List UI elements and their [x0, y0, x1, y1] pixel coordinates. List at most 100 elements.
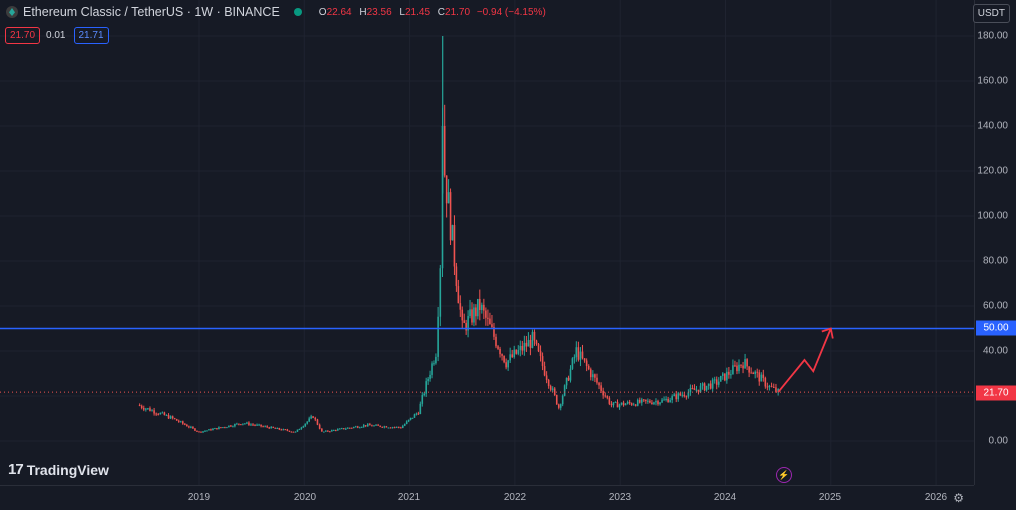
- candle-body: [411, 417, 414, 419]
- candle-body: [555, 395, 558, 405]
- candle-body: [689, 388, 692, 393]
- candle-body: [762, 374, 765, 378]
- candle-body: [707, 383, 710, 386]
- candle-body: [573, 357, 576, 359]
- lightning-icon[interactable]: ⚡: [776, 467, 792, 483]
- candle-body: [383, 426, 386, 428]
- candle-body: [471, 309, 473, 323]
- candle-body: [431, 363, 433, 375]
- candle-body: [435, 356, 437, 364]
- candle-body: [306, 421, 309, 424]
- candle-body: [551, 388, 554, 390]
- candle-body: [681, 394, 684, 396]
- candle-body: [288, 430, 291, 432]
- gear-icon[interactable]: ⚙: [953, 491, 964, 505]
- candle-body: [147, 408, 149, 410]
- candle-body: [673, 394, 675, 397]
- candle-body: [177, 420, 180, 422]
- candle-body: [641, 399, 643, 403]
- candle-body: [777, 388, 779, 392]
- candle-body: [632, 404, 635, 406]
- currency-button[interactable]: USDT: [972, 4, 1010, 23]
- candle-body: [581, 351, 584, 359]
- candle-body: [497, 346, 499, 349]
- candle-body: [501, 354, 503, 356]
- candle-body: [240, 424, 242, 426]
- candle-body: [389, 427, 392, 429]
- time-label: 2025: [818, 492, 842, 503]
- sell-button[interactable]: 21.70: [5, 27, 41, 44]
- candle-body: [350, 427, 353, 429]
- candle-body: [314, 417, 317, 420]
- price-chart[interactable]: [0, 0, 974, 485]
- time-axis[interactable]: 2019 2020 2021 2022 2023 2024 2025 2026 …: [0, 485, 974, 510]
- candle-body: [272, 426, 275, 428]
- candle-body: [509, 354, 511, 361]
- candle-body: [441, 126, 444, 269]
- candle-body: [224, 427, 226, 429]
- candle-body: [196, 430, 198, 432]
- candle-body: [171, 416, 174, 419]
- ohlc-values: O22.64 H23.56 L21.45 C21.70 −0.94 (−4.15…: [318, 6, 546, 18]
- candle-body: [202, 431, 204, 433]
- candle-body: [192, 426, 194, 429]
- candle-body: [541, 356, 544, 367]
- chart-area[interactable]: Ethereum Classic / TetherUS · 1W · BINAN…: [0, 0, 974, 485]
- candle-body: [563, 385, 566, 396]
- candle-body: [216, 428, 218, 430]
- candle-body: [521, 345, 524, 351]
- candle-body: [772, 386, 775, 388]
- candle-body: [346, 427, 349, 429]
- candle-body: [475, 307, 477, 317]
- candle-body: [517, 349, 520, 354]
- candle-body: [264, 426, 266, 428]
- candle-body: [553, 388, 556, 396]
- time-label: 2023: [608, 492, 632, 503]
- candle-body: [284, 429, 287, 431]
- tradingview-logo[interactable]: 17 TradingView: [8, 461, 109, 478]
- candle-body: [620, 402, 623, 405]
- candle-body: [756, 371, 759, 373]
- candle-body: [157, 413, 160, 415]
- horizontal-line-price-tag[interactable]: 50.00: [976, 320, 1016, 336]
- candle-body: [626, 402, 629, 404]
- candle-body: [547, 379, 550, 387]
- candle-body: [715, 379, 718, 385]
- candle-body: [604, 395, 607, 397]
- candle-body: [515, 349, 518, 354]
- candle-body: [647, 400, 649, 402]
- candle-body: [598, 382, 600, 386]
- candle-body: [616, 401, 619, 408]
- candle-body: [651, 402, 653, 405]
- candle-body: [455, 266, 458, 287]
- candle-body: [485, 310, 487, 318]
- candle-body: [730, 374, 732, 376]
- candle-body: [262, 426, 264, 428]
- candle-body: [280, 429, 283, 431]
- buy-button[interactable]: 21.71: [73, 27, 109, 44]
- candle-body: [481, 304, 483, 311]
- candle-body: [375, 424, 377, 426]
- candle-body: [312, 416, 314, 418]
- candle-body: [391, 427, 394, 429]
- candle-body: [453, 225, 456, 267]
- candle-body: [246, 422, 248, 424]
- candle-body: [298, 429, 301, 431]
- candle-body: [687, 392, 690, 397]
- candle-body: [602, 390, 604, 396]
- candle-body: [427, 378, 429, 382]
- candle-body: [736, 365, 738, 372]
- candle-body: [549, 386, 552, 390]
- candle-body: [248, 422, 250, 426]
- candle-body: [333, 429, 335, 431]
- candle-body: [722, 373, 724, 376]
- price-axis[interactable]: USDT 180.00 160.00 140.00 120.00 100.00 …: [972, 0, 1016, 485]
- candle-body: [395, 426, 398, 428]
- candle-body: [657, 401, 659, 405]
- candle-body: [703, 383, 706, 391]
- candle-body: [354, 426, 357, 428]
- candle-body: [175, 419, 178, 421]
- candle-body: [323, 431, 325, 433]
- candle-body: [679, 393, 682, 396]
- symbol-title[interactable]: Ethereum Classic / TetherUS · 1W · BINAN…: [23, 5, 280, 19]
